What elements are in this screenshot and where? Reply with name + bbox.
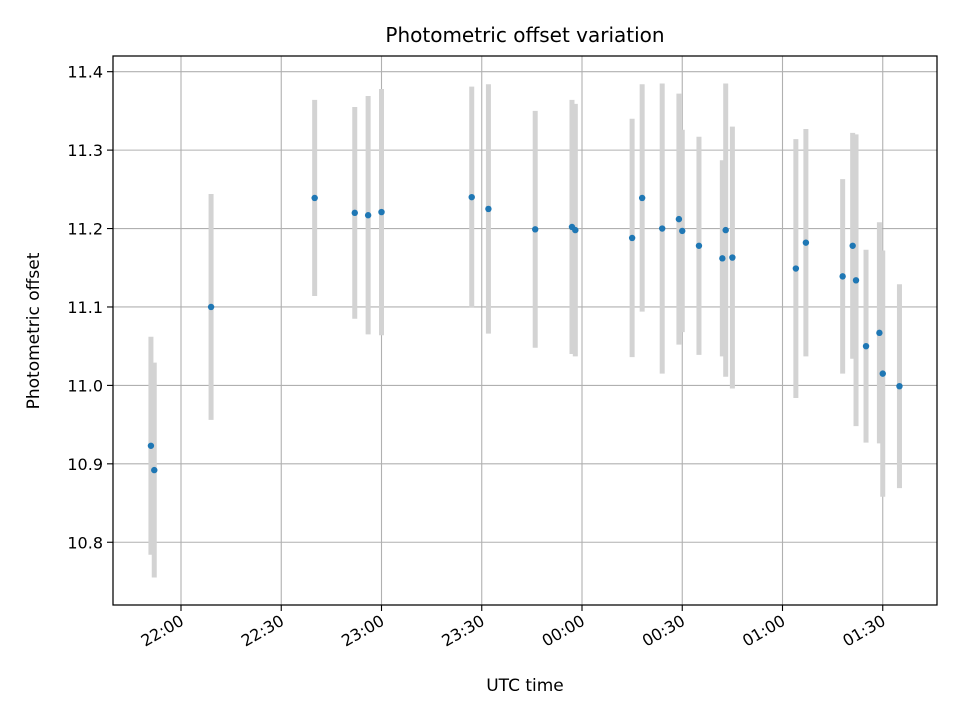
- y-tick-label: 11.0: [67, 376, 103, 395]
- data-point: [485, 205, 492, 213]
- data-points: [147, 193, 903, 474]
- y-tick-label: 11.2: [67, 220, 103, 239]
- data-point: [311, 194, 318, 202]
- data-point: [364, 212, 372, 219]
- data-point: [862, 342, 870, 350]
- data-point: [852, 277, 860, 284]
- data-point: [147, 442, 155, 449]
- data-point: [695, 242, 703, 249]
- data-point: [151, 466, 158, 474]
- data-point: [729, 254, 736, 261]
- data-point: [792, 265, 800, 272]
- x-axis-label: UTC time: [486, 676, 564, 696]
- data-point: [638, 194, 646, 202]
- data-point: [468, 193, 475, 201]
- data-point: [722, 226, 729, 234]
- data-point: [896, 382, 903, 390]
- y-tick-label: 10.9: [67, 455, 103, 474]
- data-point: [378, 208, 385, 216]
- data-point: [675, 215, 683, 223]
- y-tick-label: 10.8: [67, 533, 103, 552]
- y-tick-label: 11.1: [67, 298, 103, 317]
- y-axis: 10.8 10.9 11.0 11.1 11.2 11.3 11.4: [67, 63, 113, 552]
- data-point: [839, 273, 846, 280]
- data-point: [532, 226, 539, 233]
- data-point: [659, 225, 666, 232]
- data-point: [572, 226, 579, 234]
- data-point: [679, 227, 686, 235]
- data-point: [802, 239, 810, 246]
- y-tick-label: 11.4: [67, 63, 103, 82]
- data-point: [879, 370, 886, 377]
- data-point: [719, 255, 726, 262]
- data-point: [876, 329, 883, 337]
- y-tick-label: 11.3: [67, 141, 103, 160]
- data-point: [207, 303, 215, 311]
- y-axis-label: Photometric offset: [24, 252, 44, 409]
- data-point: [351, 209, 358, 217]
- data-point: [849, 242, 856, 249]
- chart-title: Photometric offset variation: [385, 23, 664, 47]
- plot-frame: [112, 55, 938, 606]
- data-point: [628, 234, 636, 242]
